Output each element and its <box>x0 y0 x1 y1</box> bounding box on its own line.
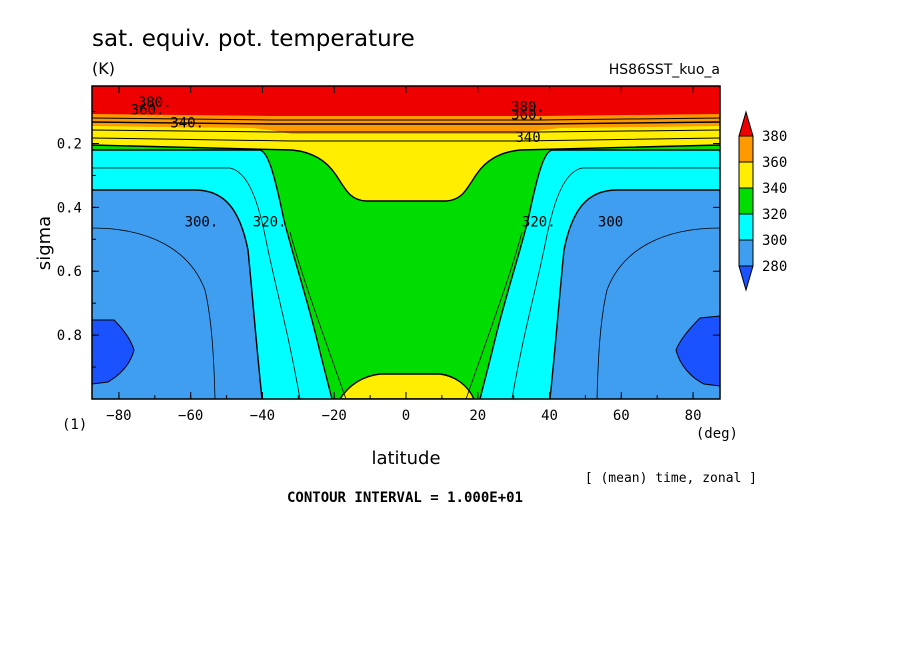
contour-top-d <box>92 137 720 142</box>
contour-label: 320. <box>522 215 556 231</box>
band-gt380 <box>92 86 720 116</box>
band-lt280-left <box>92 319 135 385</box>
y-unit-label: (1) <box>62 417 87 433</box>
colorbar-segment <box>738 213 754 241</box>
x-tick-label: 60 <box>613 408 630 424</box>
colorbar-label: 300 <box>762 233 787 249</box>
band-lt280-right <box>675 315 720 387</box>
x-tick-label: −60 <box>178 408 203 424</box>
averaging-note: [ (mean) time, zonal ] <box>585 471 757 486</box>
experiment-label: HS86SST_kuo_a <box>609 62 720 78</box>
contour-320-right <box>479 149 720 399</box>
band-280-300-left <box>92 190 262 399</box>
colorbar-segment <box>738 187 754 215</box>
x-tick-label: 40 <box>541 408 558 424</box>
contour-310-left <box>92 167 301 399</box>
contour-310-right <box>511 167 720 399</box>
contour-300-right <box>549 189 720 399</box>
x-tick-label: 20 <box>469 408 486 424</box>
contour-label: 380. <box>138 95 172 111</box>
contour-label: 360. <box>131 103 165 119</box>
contour-320-left <box>92 149 333 399</box>
contour-330-left <box>289 231 347 399</box>
colorbar-segment <box>738 239 754 267</box>
y-axis-label: sigma <box>34 216 55 270</box>
colorbar-label: 380 <box>762 129 787 145</box>
contour-290-left <box>92 227 216 399</box>
contour-top-b <box>92 121 720 125</box>
units-label: (K) <box>92 59 115 78</box>
colorbar-label: 340 <box>762 181 787 197</box>
colorbar-arrow-bottom <box>738 265 754 292</box>
contour-label: 300. <box>185 215 219 231</box>
colorbar: 380 360 340 320 300 280 <box>738 110 787 292</box>
contour-330-right <box>465 231 523 399</box>
x-tick-label: −40 <box>250 408 275 424</box>
contour-290-right <box>596 227 720 399</box>
contour-label: 340. <box>170 116 204 132</box>
y-tick-label: 0.8 <box>57 328 82 344</box>
contour-label: 360. <box>511 108 545 124</box>
x-tick-label: 80 <box>685 408 702 424</box>
band-340-360-bottom <box>339 373 475 399</box>
y-tick-label: 0.2 <box>57 136 82 152</box>
x-tick-label: 0 <box>402 408 410 424</box>
y-tick-label: 0.4 <box>57 200 82 216</box>
axes: −80 −60 −40 −20 0 20 40 60 80 0.2 0.4 0.6 0.8 <box>57 86 720 424</box>
contour-label: 340 <box>515 130 540 146</box>
colorbar-label: 320 <box>762 207 787 223</box>
y-tick-label: 0.6 <box>57 264 82 280</box>
x-tick-label: −20 <box>322 408 347 424</box>
chart-title: sat. equiv. pot. temperature <box>92 26 415 52</box>
contour-top-c <box>92 129 720 133</box>
contour-label: 300 <box>598 215 623 231</box>
colorbar-label: 360 <box>762 155 787 171</box>
x-axis-label: latitude <box>371 448 440 469</box>
x-unit-label: (deg) <box>696 426 738 442</box>
colorbar-segment <box>738 135 754 163</box>
colorbar-segment <box>738 161 754 189</box>
colorbar-label: 280 <box>762 259 787 275</box>
contour-300-left <box>92 189 263 399</box>
colorbar-arrow-top <box>738 110 754 137</box>
contour-interval-note: CONTOUR INTERVAL = 1.000E+01 <box>287 490 523 506</box>
contour-label: 380. <box>511 100 545 116</box>
contour-340 <box>92 144 720 202</box>
contour-top-a <box>92 117 720 121</box>
contour-label: 320. <box>253 215 287 231</box>
x-tick-label: −80 <box>106 408 131 424</box>
